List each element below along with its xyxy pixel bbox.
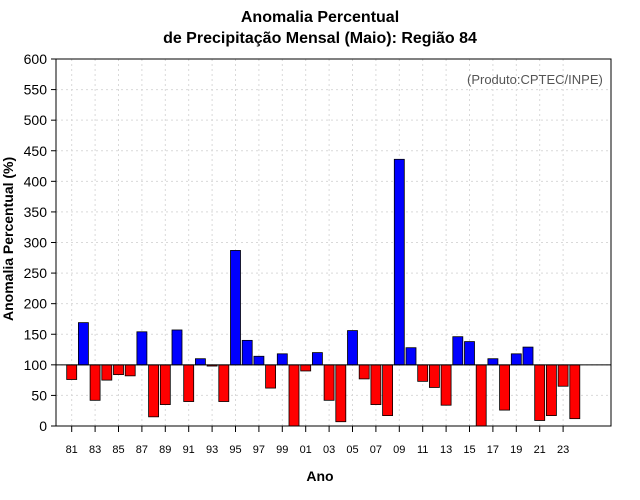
- x-tick-label: 91: [183, 444, 195, 456]
- x-tick-label: 19: [510, 444, 522, 456]
- y-tick-label: 350: [24, 204, 48, 220]
- bar-23: [557, 364, 569, 387]
- source-annotation: (Produto:CPTEC/INPE): [467, 72, 603, 87]
- x-tick-label: 89: [159, 444, 171, 456]
- bar-83: [89, 364, 101, 401]
- bar-07: [370, 364, 382, 405]
- bar-10: [405, 347, 417, 366]
- x-tick-label: 05: [346, 444, 358, 456]
- bar-01: [300, 364, 312, 372]
- bar-85: [113, 364, 124, 376]
- x-axis-label: Ano: [306, 468, 334, 484]
- bar-92: [194, 358, 206, 366]
- bar-89: [159, 364, 171, 405]
- y-tick-label: 300: [24, 235, 48, 251]
- y-tick-label: 400: [24, 173, 48, 189]
- bar-15: [464, 341, 475, 366]
- x-tick-label: 17: [487, 444, 499, 456]
- x-tick-label: 87: [136, 444, 148, 456]
- x-tick-label: 01: [300, 444, 312, 456]
- bar-82: [78, 322, 89, 366]
- bar-21: [534, 364, 546, 421]
- y-tick-label: 600: [24, 51, 48, 67]
- bar-20: [522, 346, 534, 366]
- bar-11: [417, 364, 429, 382]
- bar-00: [288, 364, 300, 427]
- y-tick-label: 50: [31, 387, 47, 403]
- bar-13: [440, 364, 452, 406]
- x-tick-label: 81: [66, 444, 78, 456]
- y-tick-label: 100: [24, 357, 48, 373]
- bar-06: [358, 364, 370, 380]
- bar-99: [276, 353, 288, 366]
- x-tick-label: 15: [463, 444, 475, 456]
- x-tick-label: 03: [323, 444, 335, 456]
- x-tick-label: 83: [89, 444, 101, 456]
- x-tick-label: 11: [417, 444, 428, 456]
- bar-17: [487, 358, 499, 366]
- x-tick-label: 93: [206, 444, 218, 456]
- bar-96: [241, 339, 253, 366]
- bar-14: [452, 336, 464, 366]
- bar-86: [124, 364, 136, 377]
- x-tick-label: 07: [370, 444, 382, 456]
- bar-16: [475, 364, 487, 427]
- bar-91: [183, 364, 195, 402]
- y-axis-label: Anomalia Percentual (%): [0, 156, 16, 321]
- bar-22: [546, 364, 557, 417]
- x-tick-label: 97: [253, 444, 265, 456]
- bar-87: [136, 331, 148, 366]
- bar-18: [499, 364, 511, 411]
- bar-97: [253, 355, 265, 366]
- x-tick-label: 09: [393, 444, 405, 456]
- bar-19: [510, 353, 522, 366]
- bar-24: [569, 364, 581, 420]
- bar-02: [311, 352, 323, 366]
- bar-98: [265, 364, 277, 389]
- x-tick-label: 85: [112, 444, 124, 456]
- x-tick-label: 21: [534, 444, 546, 456]
- y-tick-label: 500: [24, 112, 48, 128]
- chart-subtitle: de Precipitação Mensal (Maio): Região 84: [163, 30, 477, 47]
- bar-04: [335, 364, 347, 423]
- y-tick-label: 450: [24, 143, 48, 159]
- chart-title: Anomalia Percentual: [240, 9, 400, 26]
- y-tick-label: 200: [24, 296, 48, 312]
- x-tick-label: 99: [276, 444, 288, 456]
- bar-95: [230, 250, 241, 366]
- x-tick-label: 95: [229, 444, 241, 456]
- bar-81: [66, 364, 78, 380]
- bar-08: [382, 364, 394, 417]
- x-tick-label: 13: [440, 444, 452, 456]
- bar-03: [323, 364, 335, 401]
- bar-88: [148, 364, 160, 418]
- x-tick-label: 23: [557, 444, 569, 456]
- y-tick-label: 150: [24, 326, 48, 342]
- bar-90: [171, 329, 183, 366]
- y-tick-label: 550: [24, 82, 48, 98]
- y-tick-label: 0: [39, 418, 47, 434]
- bar-84: [101, 364, 113, 381]
- bar-05: [347, 330, 358, 366]
- bar-12: [428, 364, 440, 388]
- bar-09: [393, 158, 405, 366]
- bar-94: [218, 364, 230, 402]
- y-tick-label: 250: [24, 265, 48, 281]
